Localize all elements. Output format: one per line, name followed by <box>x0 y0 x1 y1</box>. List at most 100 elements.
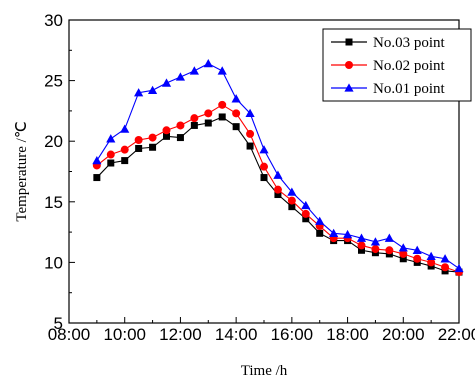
data-point <box>260 162 268 171</box>
data-point <box>358 246 365 254</box>
legend-entry: No.02 point <box>331 58 446 74</box>
data-point <box>231 94 241 103</box>
series-no-02-point <box>92 100 463 277</box>
data-point <box>357 241 366 250</box>
data-point <box>93 174 101 182</box>
x-tick-label: 20:00 <box>382 325 425 344</box>
legend-label: No.03 point <box>373 35 446 51</box>
legend: No.03 point No.02 point No.01 point <box>322 28 472 102</box>
data-point <box>106 134 116 143</box>
x-tick-label: 12:00 <box>159 325 202 344</box>
x-tick-label: 16:00 <box>271 325 314 344</box>
data-point <box>189 66 199 75</box>
data-point <box>218 100 227 109</box>
legend-entry: No.01 point <box>331 81 446 97</box>
legend-marker <box>344 83 354 92</box>
data-point <box>218 113 226 121</box>
data-point <box>329 228 339 237</box>
data-point <box>301 209 310 218</box>
data-point <box>135 144 143 152</box>
x-tick-label: 14:00 <box>215 325 258 344</box>
data-point <box>190 121 198 129</box>
y-tick-label: 10 <box>44 253 63 272</box>
data-point <box>245 108 255 118</box>
data-point <box>370 237 381 246</box>
data-point <box>134 88 144 97</box>
data-point <box>399 255 407 263</box>
x-tick-label: 10:00 <box>103 325 146 344</box>
x-axis-label: Time /h <box>241 363 288 379</box>
legend-label: No.02 point <box>373 58 446 74</box>
y-tick-label: 25 <box>44 72 63 91</box>
data-point <box>441 263 450 272</box>
data-point <box>384 233 394 242</box>
data-point <box>342 229 353 239</box>
data-point <box>163 132 170 140</box>
data-point <box>204 119 212 127</box>
data-point <box>426 251 436 261</box>
data-point <box>385 246 394 255</box>
data-point <box>399 249 408 258</box>
data-point <box>356 233 367 242</box>
data-point <box>371 245 380 254</box>
data-point <box>412 245 422 254</box>
data-point <box>120 124 130 133</box>
data-point <box>134 135 143 144</box>
y-tick-label: 30 <box>44 11 63 30</box>
y-tick-label: 20 <box>44 132 63 151</box>
data-point <box>232 109 241 118</box>
data-point <box>106 150 115 159</box>
data-point <box>288 203 296 211</box>
data-point <box>149 143 157 151</box>
series-layer <box>92 59 464 277</box>
data-point <box>301 200 311 210</box>
legend-entry: No.03 point <box>331 35 446 51</box>
data-point <box>203 59 213 68</box>
y-tick-label: 15 <box>44 193 63 212</box>
data-point <box>302 215 310 223</box>
data-point <box>190 114 199 123</box>
data-point <box>287 187 297 196</box>
data-point <box>147 85 158 94</box>
legend-marker <box>345 61 353 69</box>
axes: 08:00 10:00 12:00 14:00 16:00 18:00 20:00 22:00… <box>44 11 475 344</box>
data-point <box>148 133 157 142</box>
data-point <box>259 145 269 154</box>
data-point <box>315 216 325 225</box>
data-point <box>92 155 102 165</box>
series-no-01-point <box>92 59 464 273</box>
x-tick-label: 18:00 <box>326 325 369 344</box>
data-point <box>120 145 129 154</box>
x-tick-label: 08:00 <box>48 325 91 344</box>
data-point <box>287 196 296 205</box>
data-point <box>246 129 255 138</box>
data-point <box>413 254 422 263</box>
y-tick-label: 5 <box>54 314 63 333</box>
data-point <box>454 263 464 273</box>
legend-marker <box>345 38 353 46</box>
x-tick-label: 22:00 <box>438 325 475 344</box>
data-point <box>107 159 115 167</box>
data-point <box>440 254 450 263</box>
data-point <box>398 243 408 252</box>
y-axis-label: Temperature /℃ <box>14 121 30 221</box>
data-point <box>316 229 324 237</box>
data-point <box>204 109 213 118</box>
data-point <box>232 123 240 131</box>
data-point <box>176 121 185 130</box>
data-point <box>427 258 436 267</box>
data-point <box>162 126 171 135</box>
data-point <box>274 191 282 199</box>
data-point <box>260 174 268 182</box>
data-point <box>273 185 282 194</box>
data-point <box>121 157 129 165</box>
data-point <box>246 142 254 150</box>
data-point <box>161 78 172 87</box>
legend-label: No.01 point <box>373 81 446 97</box>
data-point <box>273 170 283 179</box>
data-point <box>175 72 186 81</box>
data-point <box>217 66 227 75</box>
data-point <box>176 134 184 142</box>
